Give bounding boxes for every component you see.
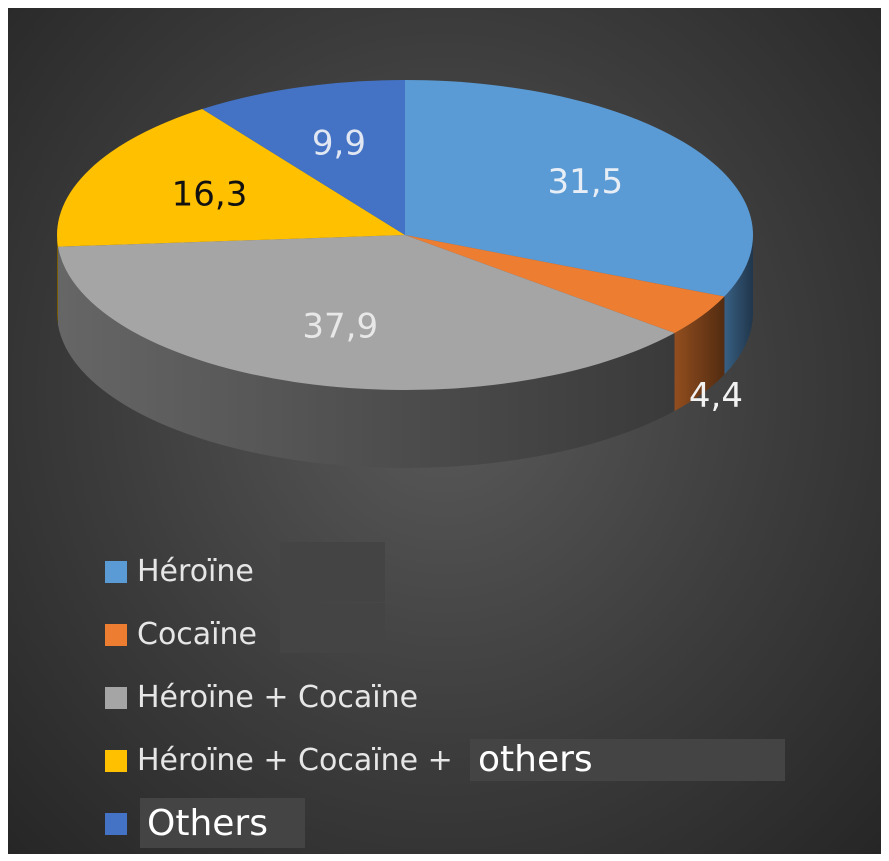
pie-slice-others <box>202 80 405 235</box>
pie-side-heroine <box>724 235 753 375</box>
legend-swatch-cocaine <box>105 623 127 646</box>
pie-side-heroine-cocaine-others <box>57 235 58 325</box>
redaction-box <box>140 798 305 848</box>
pie-side-heroine-cocaine <box>57 246 675 468</box>
redaction-box <box>280 603 385 653</box>
pie-slice-heroine <box>405 80 753 297</box>
pie-slice-cocaine <box>405 235 725 334</box>
legend-label-cocaine: Cocaïne <box>137 617 257 652</box>
data-label-cocaine: 4,4 <box>689 376 743 416</box>
pie-side-cocaine <box>674 296 725 412</box>
legend-item-heroine-cocaine: Héroïne + Cocaïne <box>105 666 462 729</box>
redaction-box <box>280 542 385 602</box>
legend: Héroïne Cocaïne Héroïne + Cocaïne Héroïn… <box>105 540 785 855</box>
legend-item-cocaine: Cocaïne <box>105 603 462 666</box>
legend-swatch-others <box>105 812 127 835</box>
data-label-heroine-cocaine: 37,9 <box>302 307 378 347</box>
legend-swatch-heroine-cocaine <box>105 686 127 709</box>
legend-item-others: Others <box>105 792 462 855</box>
legend-swatch-heroine-cocaine-others <box>105 749 127 772</box>
pie-slice-heroine-cocaine <box>57 235 675 390</box>
legend-label-heroine-cocaine-others: Héroïne + Cocaïne + <box>137 743 463 778</box>
data-label-heroine: 31,5 <box>547 162 623 202</box>
legend-item-heroine: Héroïne <box>105 540 462 603</box>
data-label-others: 9,9 <box>312 124 366 164</box>
legend-label-others-suffix: others <box>478 739 593 780</box>
redaction-box <box>470 739 785 781</box>
legend-label-heroine-cocaine: Héroïne + Cocaïne <box>137 680 419 715</box>
legend-label-heroine: Héroïne <box>137 554 254 589</box>
legend-label-others: Others <box>147 803 268 844</box>
legend-item-heroine-cocaine-others: Héroïne + Cocaïne + others <box>105 729 785 792</box>
pie-slice-heroine-cocaine-others <box>57 109 405 247</box>
legend-swatch-heroine <box>105 560 127 583</box>
data-label-heroine-cocaine-others: 16,3 <box>172 174 248 214</box>
